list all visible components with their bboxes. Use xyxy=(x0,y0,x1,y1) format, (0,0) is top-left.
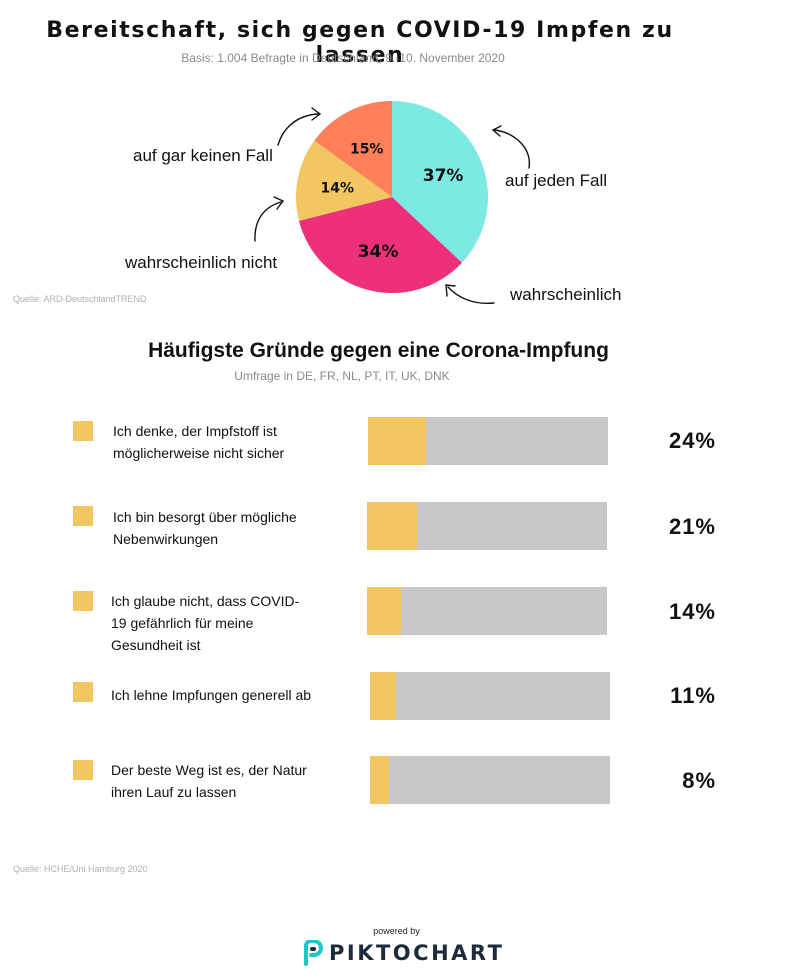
pie-label-auf-jeden-fall: auf jeden Fall xyxy=(505,171,608,190)
bar-fill-2 xyxy=(367,502,418,550)
piktochart-logo[interactable]: PIKTOCHART xyxy=(303,940,504,966)
pie-slice xyxy=(296,140,392,221)
legend-square xyxy=(73,682,93,702)
reason-label-5: Der beste Weg ist es, der Natur ihren La… xyxy=(111,762,307,800)
pie-slice xyxy=(299,197,462,293)
legend-square xyxy=(73,760,93,780)
bar-value-4: 11% xyxy=(670,683,716,708)
reasons-subtitle: Umfrage in DE, FR, NL, PT, IT, UK, DNK xyxy=(234,369,450,383)
pie-chart: 37% 34% 14% 15% xyxy=(254,101,530,305)
bar-value-3: 14% xyxy=(668,599,716,624)
pie-slice xyxy=(392,101,489,263)
legend-square xyxy=(73,506,93,526)
legend-square xyxy=(73,591,93,611)
bar-track-4 xyxy=(370,672,610,720)
bar-fill-5 xyxy=(370,756,390,804)
pie-value-label: 34% xyxy=(358,242,399,262)
pie-value-label: 15% xyxy=(350,141,384,157)
pie-slice xyxy=(314,101,392,197)
reason-label-2: Ich bin besorgt über mögliche Nebenwirku… xyxy=(113,509,297,547)
bar-fill-1 xyxy=(368,417,426,465)
legend-square xyxy=(73,421,93,441)
bar-value-1: 24% xyxy=(668,428,716,453)
bar-value-2: 21% xyxy=(668,514,716,539)
reason-label-4: Ich lehne Impfungen generell ab xyxy=(111,687,312,703)
piktochart-wordmark: PIKTOCHART xyxy=(329,941,505,965)
chart-title: Bereitschaft, sich gegen COVID-19 Impfen… xyxy=(46,18,674,68)
pie-label-auf-gar-keinen-fall: auf gar keinen Fall xyxy=(133,146,273,165)
reason-label-3: Ich glaube nicht, dass COVID-19 gefährli… xyxy=(111,593,300,653)
source-hche: Quelle: HCHE/Uni Hamburg 2020 xyxy=(13,864,148,874)
reasons-title: Häufigste Gründe gegen eine Corona-Impfu… xyxy=(148,339,609,362)
arrow-wahrscheinlich xyxy=(447,286,495,305)
source-ard: Quelle: ARD-DeutschlandTREND xyxy=(13,294,147,304)
arrow-auf-gar-keinen-fall xyxy=(277,113,319,146)
arrow-auf-jeden-fall xyxy=(494,129,530,169)
bar-fill-4 xyxy=(370,672,397,720)
bar-value-5: 8% xyxy=(682,768,716,793)
bar-track-2 xyxy=(367,502,607,550)
pie-value-label: 37% xyxy=(423,166,464,186)
chart-subtitle: Basis: 1.004 Befragte in Deutschland, 9.… xyxy=(181,51,505,65)
pie-value-label: 14% xyxy=(321,181,355,197)
piktochart-icon xyxy=(304,940,323,966)
bar-fill-3 xyxy=(367,587,401,635)
pie-label-wahrscheinlich-nicht: wahrscheinlich nicht xyxy=(125,253,278,272)
pie-label-wahrscheinlich: wahrscheinlich xyxy=(510,285,622,304)
bar-track-1 xyxy=(368,417,608,465)
arrow-wahrscheinlich-nicht xyxy=(254,201,282,242)
bar-track-5 xyxy=(370,756,610,804)
bar-track-3 xyxy=(367,587,607,635)
reason-label-1: Ich denke, der Impfstoff ist möglicherwe… xyxy=(113,423,285,461)
powered-by-label: powered by xyxy=(373,926,420,936)
